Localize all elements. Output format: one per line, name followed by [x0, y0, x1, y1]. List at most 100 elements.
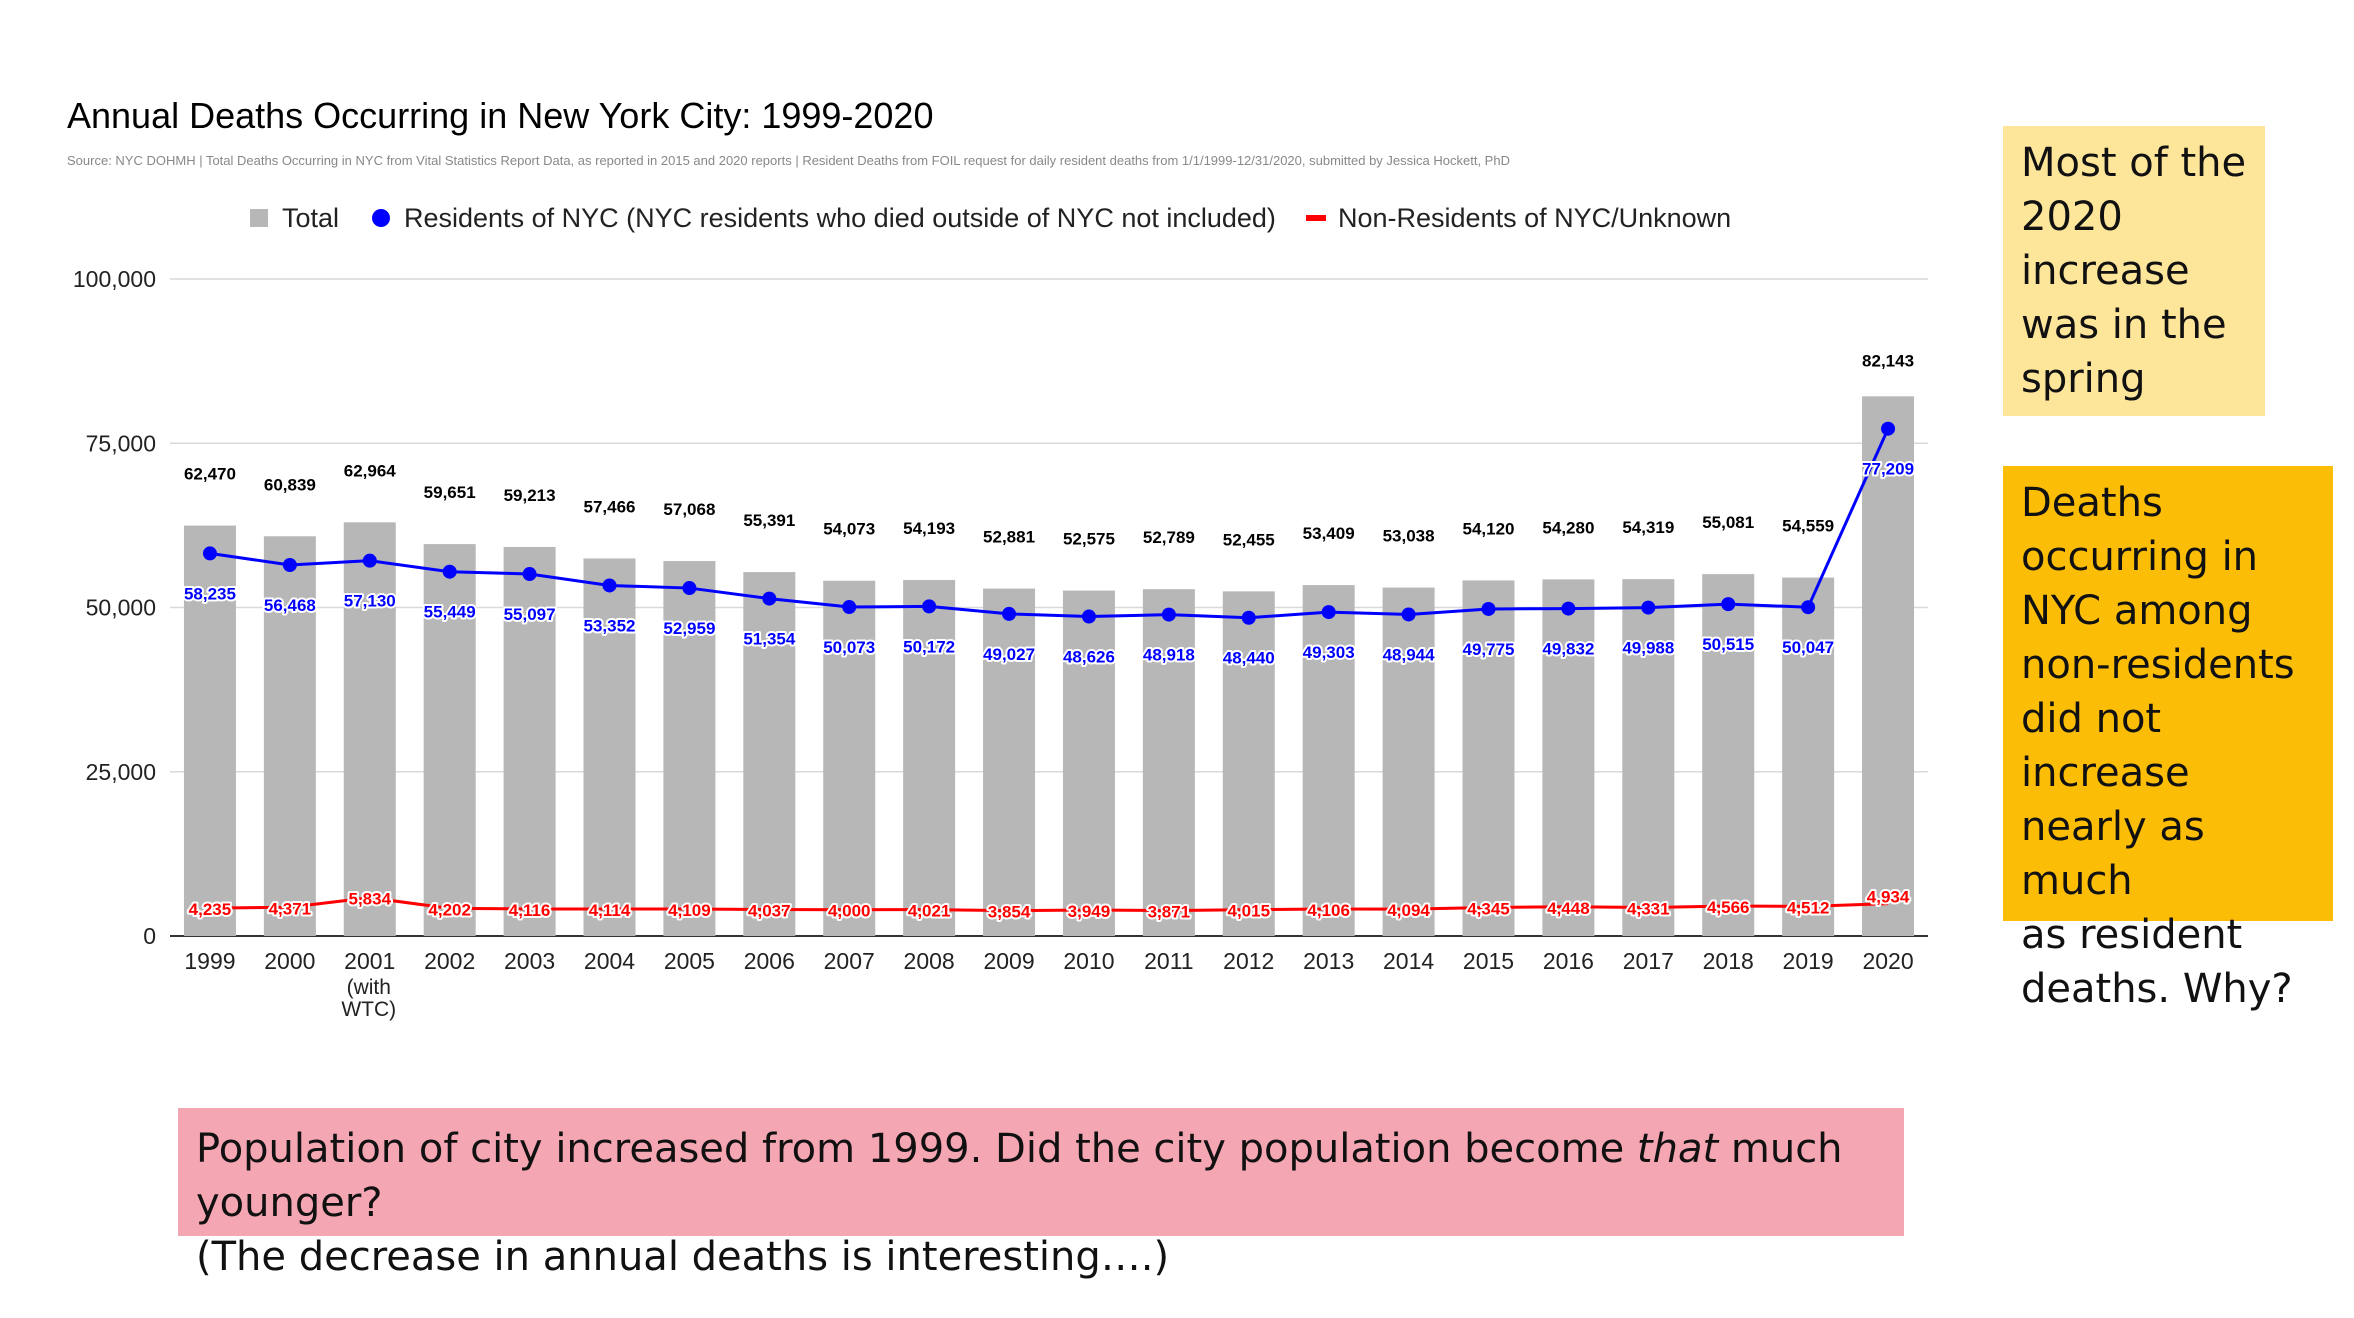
bar-total — [583, 558, 636, 936]
residents-point — [202, 546, 217, 561]
x-tick-label: 2008 — [904, 948, 955, 974]
bar-value-label: 82,143 — [1862, 351, 1914, 370]
non-residents-value-label: 3,949 — [1068, 902, 1111, 921]
bar-total — [743, 572, 796, 936]
legend-swatch-residents — [372, 209, 390, 227]
residents-value-label: 50,172 — [903, 637, 955, 656]
x-tick-label: 2000 — [264, 948, 315, 974]
x-tick-label: 2003 — [504, 948, 555, 974]
bar-total — [1862, 396, 1915, 936]
note-population-emphasis: that — [1636, 1126, 1719, 1172]
residents-value-label: 48,626 — [1063, 648, 1115, 667]
y-tick-label: 0 — [143, 923, 156, 949]
note-population-line-1: Population of city increased from 1999. … — [196, 1122, 1886, 1230]
x-tick-label: 2002 — [424, 948, 475, 974]
residents-point — [682, 581, 697, 596]
bar-value-label: 53,038 — [1383, 527, 1435, 546]
residents-point — [1002, 606, 1017, 621]
non-residents-value-label: 4,448 — [1547, 899, 1590, 918]
note-line: was in the — [2021, 302, 2227, 348]
residents-point — [1081, 609, 1096, 624]
residents-value-label: 56,468 — [264, 596, 316, 615]
bar-value-label: 54,193 — [903, 519, 955, 538]
residents-value-label: 55,449 — [424, 603, 476, 622]
non-residents-value-label: 4,094 — [1387, 901, 1430, 920]
x-tick-label: 2020 — [1862, 948, 1913, 974]
y-axis: 0 25,000 50,000 75,000 100,000 — [73, 266, 156, 949]
residents-point — [362, 553, 377, 568]
bar-value-label: 54,559 — [1782, 517, 1834, 536]
bar-value-label: 52,455 — [1223, 530, 1275, 549]
bar-total — [1382, 587, 1435, 936]
non-residents-value-label: 4,021 — [908, 902, 951, 921]
note-population: Population of city increased from 1999. … — [178, 1108, 1904, 1280]
note-line: NYC among — [2021, 588, 2253, 634]
bar-total — [1142, 589, 1195, 936]
x-tick-label: 2011 — [1144, 948, 1193, 974]
note-line: as resident — [2021, 912, 2243, 958]
x-tick-label: 2006 — [744, 948, 795, 974]
residents-value-label: 49,988 — [1622, 639, 1674, 658]
residents-point — [922, 599, 937, 614]
residents-point — [442, 564, 457, 579]
residents-value-label: 50,515 — [1702, 635, 1754, 654]
note-non-residents: Deaths occurring in NYC among non-residents… — [2003, 466, 2333, 1012]
residents-point — [282, 558, 297, 573]
bar-value-label: 55,081 — [1702, 513, 1754, 532]
residents-value-label: 57,130 — [344, 592, 396, 611]
non-residents-value-label: 4,000 — [828, 902, 871, 921]
residents-value-label: 53,352 — [584, 616, 636, 635]
non-residents-value-label: 4,934 — [1867, 888, 1910, 907]
residents-value-label: 48,944 — [1383, 645, 1436, 664]
x-tick-label: 2005 — [664, 948, 715, 974]
legend-label: Total — [282, 203, 339, 233]
bar-total — [1222, 591, 1275, 936]
note-population-text-before: Population of city increased from 1999. … — [196, 1126, 1637, 1172]
bar-total — [983, 588, 1036, 936]
bar-total — [1062, 590, 1115, 936]
bar-value-label: 54,280 — [1542, 518, 1594, 537]
non-residents-value-label: 3,871 — [1148, 903, 1191, 922]
residents-point — [1641, 600, 1656, 615]
line-value-labels: 58,235 56,468 57,130 55,449 55,097 53,352 52,9… — [182, 458, 1916, 924]
x-tick-label: 2004 — [584, 948, 635, 974]
non-residents-value-label: 4,114 — [589, 901, 631, 920]
note-line: Most of the — [2021, 140, 2247, 186]
line-series — [202, 421, 1896, 913]
residents-point — [1321, 605, 1336, 620]
non-residents-value-label: 4,235 — [189, 900, 232, 919]
residents-value-label: 50,073 — [823, 638, 875, 657]
bar-value-label: 52,575 — [1063, 530, 1115, 549]
note-population-text-after: much younger? — [196, 1126, 1843, 1226]
legend-label: Residents of NYC (NYC residents who died… — [404, 203, 1276, 233]
bar-total — [1782, 577, 1835, 936]
bar-value-label: 54,073 — [823, 520, 875, 539]
residents-value-label: 50,047 — [1782, 638, 1834, 657]
note-line: occurring in — [2021, 534, 2259, 580]
non-residents-value-label: 4,331 — [1627, 900, 1670, 919]
bar-value-label: 55,391 — [743, 511, 795, 530]
note-line: nearly as much — [2021, 804, 2205, 904]
bar-value-label: 54,319 — [1622, 518, 1674, 537]
bar-value-label: 59,651 — [424, 483, 476, 502]
non-residents-value-label: 4,015 — [1227, 902, 1270, 921]
bar-total — [1302, 585, 1355, 936]
x-tick-label: 2015 — [1463, 948, 1514, 974]
residents-value-label: 48,440 — [1223, 649, 1275, 668]
x-tick-sublabel: WTC) — [341, 998, 396, 1021]
note-line: spring — [2021, 356, 2146, 402]
bar-total — [343, 522, 396, 936]
bar-value-label: 52,881 — [983, 528, 1035, 547]
bar-total — [423, 544, 476, 936]
x-tick-label: 2019 — [1783, 948, 1834, 974]
residents-point — [842, 600, 857, 615]
residents-point — [1481, 601, 1496, 616]
bar-value-label: 62,470 — [184, 465, 236, 484]
residents-value-label: 49,832 — [1542, 640, 1594, 659]
x-tick-label: 2010 — [1063, 948, 1114, 974]
bar-value-label: 54,120 — [1463, 519, 1515, 538]
residents-value-label: 49,775 — [1463, 640, 1515, 659]
bar-total — [263, 536, 316, 936]
legend: Total Residents of NYC (NYC residents who… — [250, 203, 1731, 233]
